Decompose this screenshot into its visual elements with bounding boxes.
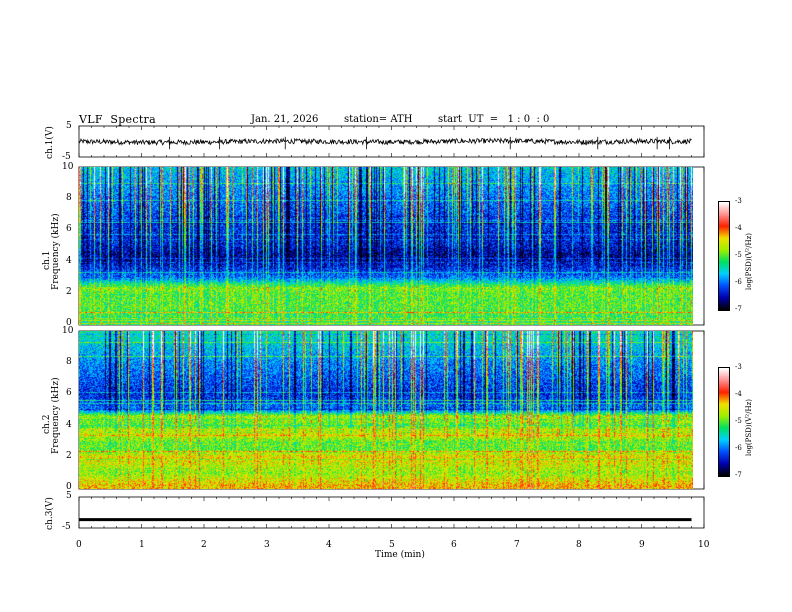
ch2-spec-ytick: 4 [66,420,72,430]
cbar1-tick: -7 [735,305,742,313]
cbar2-tick: -7 [735,471,742,479]
ch3-wave-ytick: 5 [66,491,72,501]
cbar2-tick: -4 [735,390,742,398]
start-time-label: start UT = 1 : 0 : 0 [438,114,550,125]
ch1-spec-ytick: 6 [66,224,72,234]
ch1-spec-ytick: 2 [66,287,72,297]
ch2-spec-ytick: 10 [62,326,74,336]
ch1-colorbar [718,201,730,311]
x-tick-label: 1 [139,540,145,550]
ch1-spec-ytick: 4 [66,256,72,266]
ch1-spec-ytick: 8 [66,193,72,203]
ch1-spectrogram [79,167,693,325]
x-tick-label: 2 [201,540,207,550]
cbar2-tick: -6 [735,444,742,452]
ch1-spec-ylabel-line2: Frequency (kHz) [51,213,61,290]
ch1-spec-ytick: 0 [66,318,72,328]
ch1-wave-ylabel: ch.1(V) [45,126,55,159]
cbar1-tick: -4 [735,224,742,232]
ch1-wave-ytick: 5 [66,121,72,131]
cbar1-tick: -3 [735,197,742,205]
ch3-wave-ytick: -5 [62,522,71,532]
ch1-spec-ytick: 10 [62,162,74,172]
ch2-spec-ylabel-line2: Frequency (kHz) [51,377,61,454]
ch2-spec-ytick: 8 [66,357,72,367]
station-label: station= ATH [344,114,413,125]
cbar1-label: log(PSD)(V²/Hz) [745,233,753,290]
ch3-wave-ylabel: ch.3(V) [45,497,55,530]
ch2-spec-ytick: 0 [66,482,72,492]
x-tick-label: 4 [326,540,332,550]
cbar2-label: log(PSD)(V²/Hz) [745,399,753,456]
x-tick-label: 7 [514,540,520,550]
x-tick-label: 9 [639,540,645,550]
cbar1-tick: -6 [735,278,742,286]
ch1-waveform-line [78,137,692,147]
x-tick-label: 5 [389,540,395,550]
cbar2-tick: -3 [735,363,742,371]
ch2-colorbar [718,367,730,477]
cbar1-tick: -5 [735,251,742,259]
x-tick-label: 6 [451,540,457,550]
ch1-wave-ytick: -5 [62,152,71,162]
ch2-spec-ytick: 2 [66,451,72,461]
ch2-spec-ytick: 6 [66,388,72,398]
ch1-waveform-panel [78,136,692,150]
x-axis-label: Time (min) [375,550,425,560]
x-tick-label: 10 [698,540,710,550]
figure-title: VLF Spectra [79,113,156,126]
date-label: Jan. 21, 2026 [251,114,319,125]
ch2-spectrogram [79,331,693,489]
ch3-wave-frame [78,496,705,529]
x-tick-label: 8 [576,540,582,550]
x-tick-label: 3 [264,540,270,550]
x-tick-label: 0 [76,540,82,550]
cbar2-tick: -5 [735,417,742,425]
